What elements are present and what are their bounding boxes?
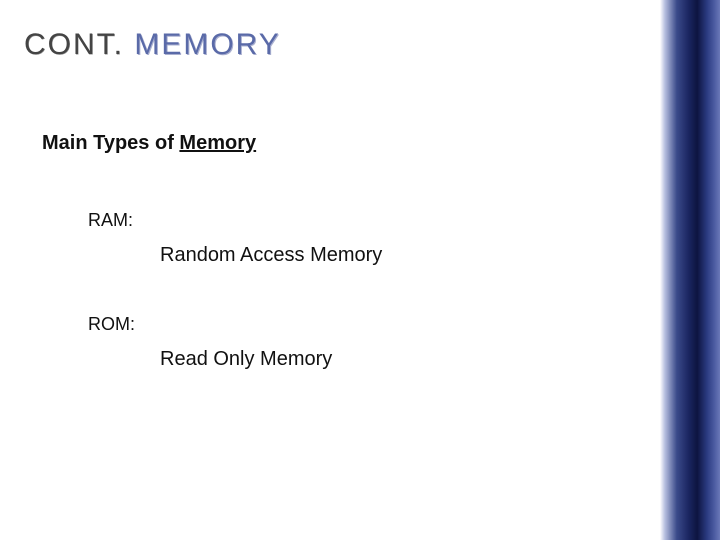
title-word-cont: CONT. — [24, 28, 124, 61]
title-word-memory: MEMORY — [134, 28, 280, 61]
term-ram: RAM: — [88, 210, 133, 231]
subtitle: Main Types of Memory — [42, 132, 256, 155]
term-rom: ROM: — [88, 314, 135, 335]
side-gradient-band — [660, 0, 720, 540]
definition-rom: Read Only Memory — [160, 348, 332, 371]
subtitle-underlined: Memory — [179, 132, 256, 154]
slide-title: CONT. MEMORY — [24, 28, 281, 62]
slide-content: CONT. MEMORY Main Types of Memory RAM: R… — [0, 0, 660, 540]
subtitle-prefix: Main Types of — [42, 132, 179, 154]
definition-ram: Random Access Memory — [160, 244, 382, 267]
